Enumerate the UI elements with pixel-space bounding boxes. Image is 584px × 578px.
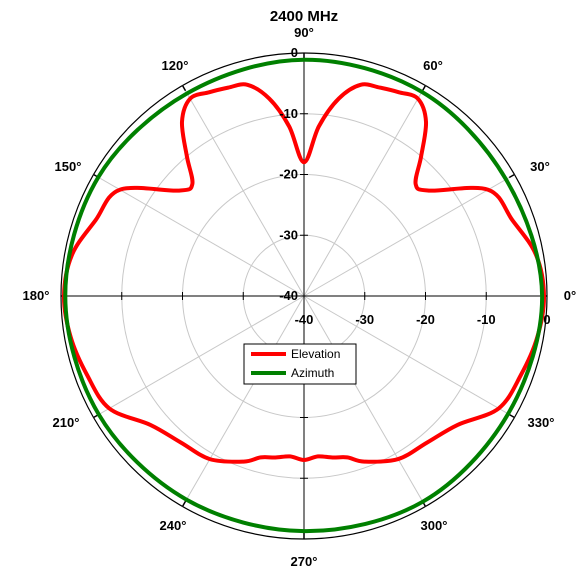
rim-tick [181,500,187,507]
polar-grid [60,52,548,540]
series-line-azimuth [63,57,545,534]
grid-spoke [303,174,515,297]
legend-label-elevation: Elevation [291,347,340,361]
grid-spoke [182,295,305,507]
angle-tick-label: 270° [291,554,318,569]
angle-tick-label: 330° [528,415,555,430]
rim-tick [421,85,427,92]
radial-tick-label: 0 [291,45,298,60]
angle-tick-label: 120° [162,58,189,73]
legend-box [243,343,357,385]
series-line-elevation [61,82,547,464]
series-layer [61,57,547,534]
rim-tick [181,85,187,92]
radial-tick-label: -40 [279,288,298,303]
angle-tick-label: 30° [530,159,550,174]
angle-tick-label: 0° [564,288,576,303]
radial-tick-label: -20 [279,167,298,182]
grid-spoke [93,174,305,297]
grid-spoke [303,85,426,297]
angle-tick-label: 60° [423,58,443,73]
radial-tick-label: -10 [477,312,496,327]
radial-tick-label: -40 [295,312,314,327]
radial-tick-label: -20 [416,312,435,327]
legend: Elevation Azimuth [243,343,357,385]
radial-tick-label: -30 [279,227,298,242]
radial-tick-label: -30 [355,312,374,327]
angle-tick-label: 180° [23,288,50,303]
grid-spoke [303,295,426,507]
grid-spoke [303,295,515,418]
radial-tick-label: -10 [279,106,298,121]
legend-label-azimuth: Azimuth [291,366,334,380]
rim-tick [508,413,515,419]
angle-tick-label: 300° [421,518,448,533]
grid-spoke [182,85,305,297]
angle-tick-label: 90° [294,25,314,40]
angle-tick-label: 240° [160,518,187,533]
angle-tick-label: 210° [53,415,80,430]
axis-labels: 0° 30° 60° 90° 120° 150° 180° 210° 240° 270° 300° 3… [23,25,577,569]
grid-spoke [93,295,305,418]
angle-tick-label: 150° [55,159,82,174]
radial-tick-label: 0 [543,312,550,327]
rim-tick [508,173,515,179]
chart-title: 2400 MHz [270,8,338,25]
